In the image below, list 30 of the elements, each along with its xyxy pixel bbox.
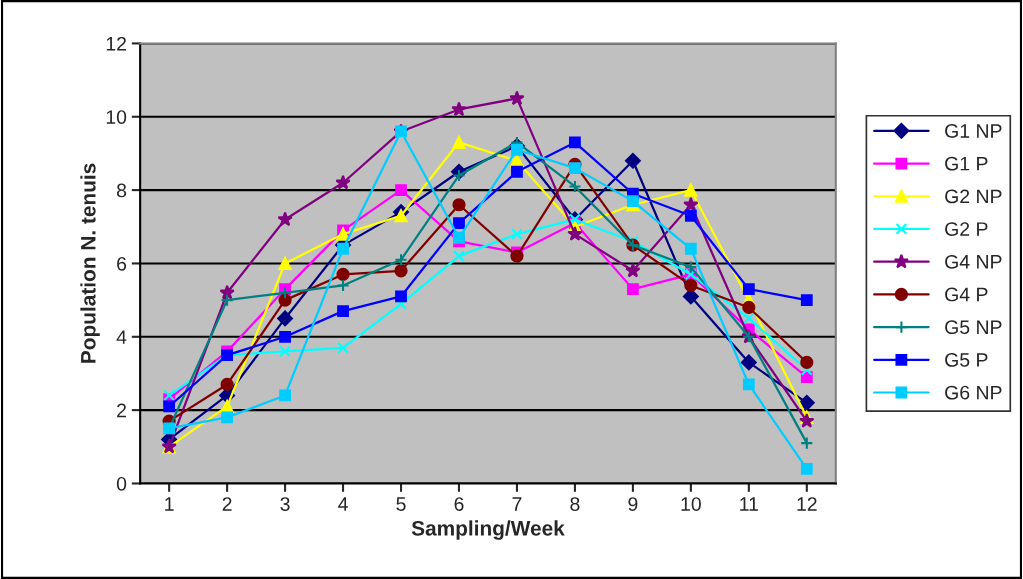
x-tick-label: 7	[512, 497, 522, 511]
legend-label: G2 P	[945, 222, 988, 236]
y-tick-label: 12	[106, 36, 126, 51]
y-tick-label: 10	[106, 110, 127, 124]
legend-label: G1 NP	[945, 124, 1002, 138]
x-tick-label: 1	[165, 497, 174, 511]
legend-label: G5 P	[945, 353, 988, 367]
legend-label: G5 NP	[945, 320, 1002, 335]
x-tick-label: 10	[681, 497, 701, 511]
legend-label: G1 P	[945, 156, 988, 171]
y-tick-label: 0	[116, 476, 127, 491]
x-tick-label: 11	[740, 497, 758, 511]
y-tick-label: 4	[116, 330, 127, 344]
legend-label: G6 NP	[945, 385, 1002, 400]
y-axis-title: Population N. tenuis	[80, 163, 100, 363]
y-tick-label: 6	[117, 256, 127, 271]
x-tick-label: 8	[570, 497, 580, 511]
legend-label: G4 NP	[945, 254, 1002, 269]
x-tick-label: 12	[797, 497, 817, 511]
x-axis-title: Sampling/Week	[411, 520, 565, 540]
y-tick-label: 2	[117, 403, 126, 418]
x-tick-label: 4	[338, 497, 348, 511]
legend-label: G4 P	[945, 287, 988, 302]
legend-label: G2 NP	[945, 189, 1002, 204]
x-tick-label: 3	[280, 497, 290, 511]
x-tick-label: 9	[628, 497, 638, 511]
y-tick-label: 8	[116, 183, 127, 198]
x-tick-label: 5	[396, 497, 406, 511]
x-tick-label: 6	[454, 497, 464, 511]
x-tick-label: 2	[222, 497, 232, 511]
